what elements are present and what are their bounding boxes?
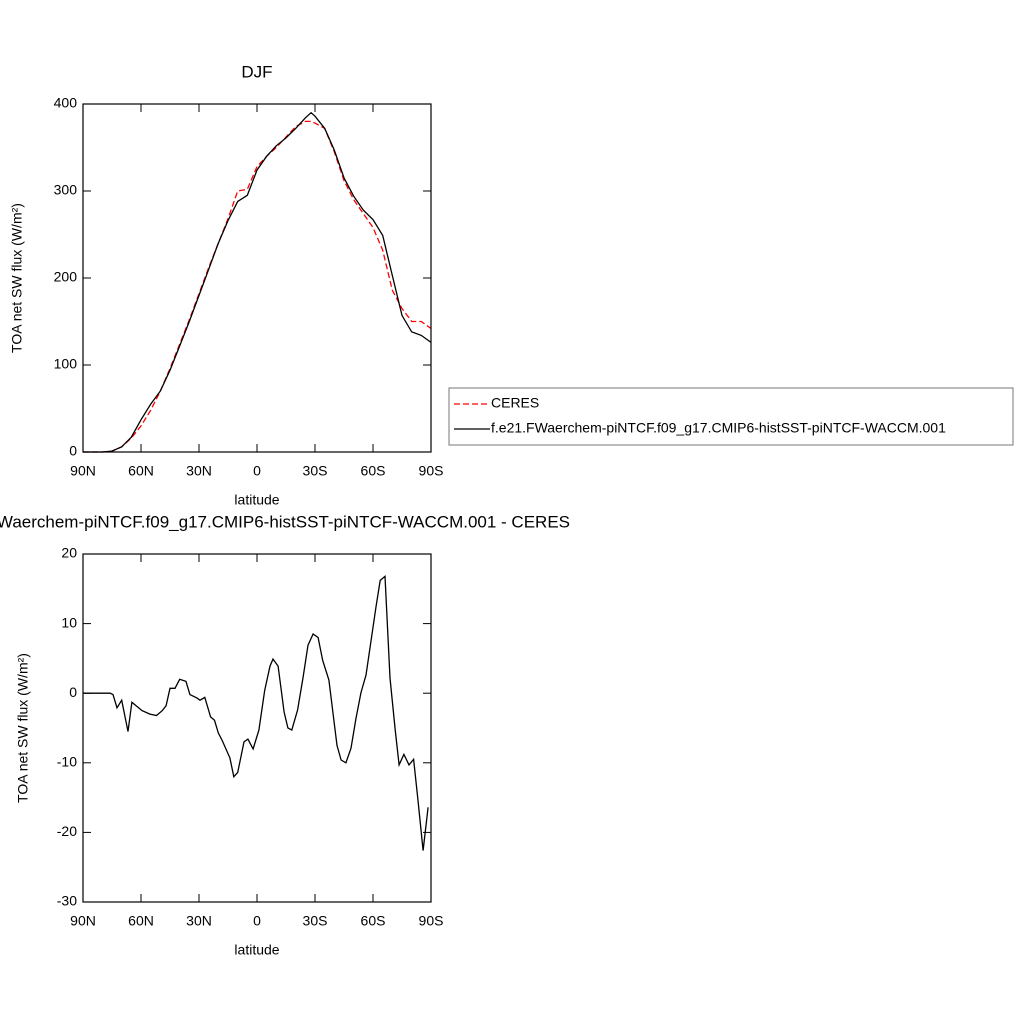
- y-tick-label: 0: [69, 684, 77, 700]
- plot-frame: [82, 103, 432, 453]
- x-tick-label: 60N: [128, 463, 154, 479]
- y-axis-label: TOA net SW flux (W/m²): [9, 203, 25, 353]
- x-tick-label: 60N: [128, 913, 154, 929]
- x-tick-label: 60S: [361, 913, 386, 929]
- y-tick-label: -10: [57, 754, 77, 770]
- x-tick-label: 30S: [303, 463, 328, 479]
- y-tick-label: 20: [61, 545, 77, 561]
- chart-title: DJF: [241, 62, 272, 81]
- x-tick-label: 30S: [303, 913, 328, 929]
- x-tick-label: 90N: [70, 463, 96, 479]
- x-tick-label: 90S: [419, 913, 444, 929]
- legend-box: [448, 387, 1014, 446]
- x-tick-label: 30N: [186, 913, 212, 929]
- chart-title: f.e21.FWaerchem-piNTCF.f09_g17.CMIP6-his…: [0, 512, 570, 531]
- plot-frame: [82, 553, 432, 903]
- x-tick-label: 60S: [361, 463, 386, 479]
- x-tick-label: 30N: [186, 463, 212, 479]
- data-line: [83, 120, 432, 453]
- data-line: [83, 574, 429, 851]
- data-line: [83, 111, 432, 453]
- y-axis-label: TOA net SW flux (W/m²): [15, 653, 31, 803]
- y-tick-label: 300: [54, 182, 78, 198]
- y-tick-label: 100: [54, 356, 78, 372]
- y-tick-label: 10: [61, 614, 77, 630]
- y-tick-label: -20: [57, 823, 77, 839]
- x-tick-label: 90N: [70, 913, 96, 929]
- x-tick-label: 0: [253, 463, 261, 479]
- x-axis-label: latitude: [234, 492, 279, 508]
- x-tick-label: 90S: [419, 463, 444, 479]
- y-tick-label: 0: [69, 443, 77, 459]
- legend-label: f.e21.FWaerchem-piNTCF.f09_g17.CMIP6-his…: [491, 420, 946, 436]
- x-tick-label: 0: [253, 913, 261, 929]
- legend-label: CERES: [491, 395, 539, 411]
- y-tick-label: -30: [57, 893, 77, 909]
- y-tick-label: 200: [54, 269, 78, 285]
- x-axis-label: latitude: [234, 942, 279, 958]
- y-tick-label: 400: [54, 95, 78, 111]
